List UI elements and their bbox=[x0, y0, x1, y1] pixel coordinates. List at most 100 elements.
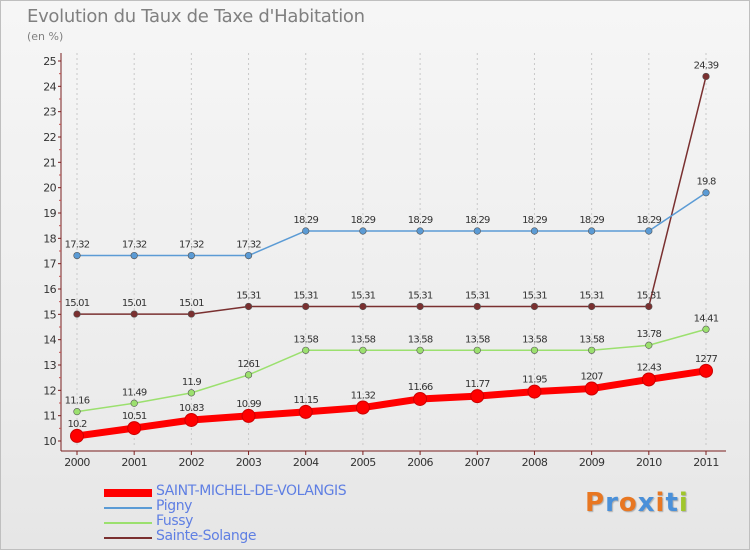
data-label-fussy-2000: 11.16 bbox=[65, 396, 90, 407]
point-saint-michel-de-volangis-2000 bbox=[70, 428, 84, 443]
point-pigny-2011 bbox=[702, 189, 710, 197]
data-label-pigny-2005: 18.29 bbox=[351, 215, 376, 226]
y-tick-label-22: 22 bbox=[43, 131, 56, 144]
logo-letter: i bbox=[655, 488, 666, 518]
point-sainte-solange-2006 bbox=[416, 302, 424, 311]
legend-label-sainte-solange: Sainte-Solange bbox=[156, 528, 257, 544]
point-pigny-2003 bbox=[244, 251, 253, 260]
point-fussy-2005 bbox=[359, 346, 367, 354]
logo-letter: i bbox=[678, 488, 689, 518]
point-fussy-2006 bbox=[416, 346, 424, 354]
data-label-fussy-2007: 13.58 bbox=[465, 334, 490, 345]
point-sainte-solange-2010 bbox=[645, 302, 653, 311]
data-label-pigny-2000: 17.32 bbox=[65, 240, 90, 251]
point-pigny-2004 bbox=[302, 227, 310, 235]
data-label-saint-michel-de-volangis-2006: 11.66 bbox=[408, 382, 433, 393]
point-fussy-2004 bbox=[302, 346, 310, 354]
point-saint-michel-de-volangis-2004 bbox=[298, 404, 313, 419]
point-pigny-2009 bbox=[588, 227, 596, 235]
data-label-fussy-2001: 11.49 bbox=[122, 387, 147, 398]
x-tick-label-2006: 2006 bbox=[407, 456, 433, 469]
point-saint-michel-de-volangis-2003 bbox=[241, 408, 256, 423]
y-tick-label-19: 19 bbox=[43, 207, 56, 220]
y-tick-label-21: 21 bbox=[43, 156, 56, 169]
series-line-fussy bbox=[76, 328, 707, 413]
x-tick-label-2011: 2011 bbox=[693, 456, 719, 469]
logo-letter: r bbox=[605, 488, 619, 518]
point-fussy-2000 bbox=[73, 408, 81, 416]
chart-unit: (en %) bbox=[27, 30, 64, 43]
data-label-sainte-solange-2006: 15.31 bbox=[408, 290, 433, 301]
legend-swatch-saint-michel-de-volangis bbox=[104, 489, 152, 497]
y-tick-label-11: 11 bbox=[43, 410, 56, 423]
data-label-pigny-2001: 17.32 bbox=[122, 240, 147, 251]
data-label-saint-michel-de-volangis-2001: 10.51 bbox=[122, 411, 147, 422]
data-label-sainte-solange-2001: 15.01 bbox=[122, 298, 147, 309]
data-label-fussy-2005: 13.58 bbox=[351, 334, 376, 345]
logo-letter: x bbox=[637, 488, 656, 518]
data-label-saint-michel-de-volangis-2003: 10.99 bbox=[236, 399, 261, 410]
y-tick-label-13: 13 bbox=[43, 359, 56, 372]
y-tick-label-12: 12 bbox=[43, 384, 56, 397]
data-label-sainte-solange-2000: 15.01 bbox=[65, 298, 90, 309]
point-saint-michel-de-volangis-2007 bbox=[470, 389, 485, 404]
series-line-pigny bbox=[76, 191, 707, 257]
data-label-saint-michel-de-volangis-2002: 10.83 bbox=[179, 403, 204, 414]
point-saint-michel-de-volangis-2006 bbox=[413, 391, 428, 406]
data-label-saint-michel-de-volangis-2005: 11.32 bbox=[351, 391, 376, 402]
legend-swatch-fussy bbox=[104, 522, 152, 524]
point-fussy-2009 bbox=[588, 346, 596, 354]
logo-letter: t bbox=[665, 488, 679, 518]
point-sainte-solange-2008 bbox=[530, 302, 539, 311]
data-label-saint-michel-de-volangis-2007: 11.77 bbox=[465, 379, 490, 390]
x-tick-label-2009: 2009 bbox=[579, 456, 605, 469]
data-label-sainte-solange-2009: 15.31 bbox=[579, 290, 604, 301]
legend-label-fussy: Fussy bbox=[156, 513, 194, 529]
data-label-sainte-solange-2003: 15.31 bbox=[236, 290, 261, 301]
point-saint-michel-de-volangis-2009 bbox=[584, 381, 599, 396]
y-tick-label-18: 18 bbox=[43, 232, 56, 245]
data-label-fussy-2008: 13.58 bbox=[522, 334, 547, 345]
point-sainte-solange-2002 bbox=[187, 310, 195, 318]
point-saint-michel-de-volangis-2008 bbox=[527, 384, 542, 399]
data-label-pigny-2006: 18.29 bbox=[408, 215, 433, 226]
point-sainte-solange-2001 bbox=[130, 310, 138, 318]
point-sainte-solange-2011 bbox=[702, 72, 710, 81]
y-tick-label-16: 16 bbox=[43, 283, 56, 296]
y-tick-label-24: 24 bbox=[43, 80, 56, 93]
data-label-pigny-2009: 18.29 bbox=[579, 215, 604, 226]
data-label-fussy-2006: 13.58 bbox=[408, 334, 433, 345]
point-sainte-solange-2007 bbox=[473, 302, 481, 311]
data-label-sainte-solange-2007: 15.31 bbox=[465, 290, 490, 301]
proxiti-logo: Proxiti bbox=[585, 488, 689, 518]
y-tick-label-20: 20 bbox=[43, 182, 56, 195]
point-saint-michel-de-volangis-2001 bbox=[127, 421, 142, 436]
data-label-pigny-2010: 18.29 bbox=[636, 215, 661, 226]
data-label-fussy-2010: 13.78 bbox=[636, 329, 661, 340]
data-label-pigny-2004: 18.29 bbox=[293, 215, 318, 226]
point-fussy-2011 bbox=[702, 325, 710, 333]
point-sainte-solange-2009 bbox=[588, 302, 596, 311]
point-sainte-solange-2005 bbox=[359, 302, 367, 311]
data-label-saint-michel-de-volangis-2004: 11.15 bbox=[293, 395, 318, 406]
point-saint-michel-de-volangis-2010 bbox=[641, 372, 656, 387]
data-label-pigny-2008: 18.29 bbox=[522, 215, 547, 226]
data-label-saint-michel-de-volangis-2000: 10.2 bbox=[67, 419, 87, 430]
data-label-sainte-solange-2002: 15.01 bbox=[179, 298, 204, 309]
data-label-saint-michel-de-volangis-2009: 1207 bbox=[581, 372, 604, 383]
data-label-sainte-solange-2005: 15.31 bbox=[351, 290, 376, 301]
point-fussy-2003 bbox=[244, 371, 253, 379]
x-tick-label-2008: 2008 bbox=[522, 456, 548, 469]
data-label-pigny-2003: 17.32 bbox=[236, 240, 261, 251]
x-tick-label-2002: 2002 bbox=[179, 456, 205, 469]
y-tick-label-14: 14 bbox=[43, 334, 56, 347]
legend-label-pigny: Pigny bbox=[156, 498, 193, 514]
point-fussy-2007 bbox=[473, 346, 481, 354]
series-line-saint-michel-de-volangis bbox=[73, 367, 710, 440]
point-saint-michel-de-volangis-2011 bbox=[699, 363, 713, 378]
data-label-saint-michel-de-volangis-2008: 11.95 bbox=[522, 375, 547, 386]
legend-swatch-sainte-solange bbox=[104, 537, 152, 539]
y-tick-label-15: 15 bbox=[43, 308, 56, 321]
point-pigny-2006 bbox=[416, 227, 424, 235]
